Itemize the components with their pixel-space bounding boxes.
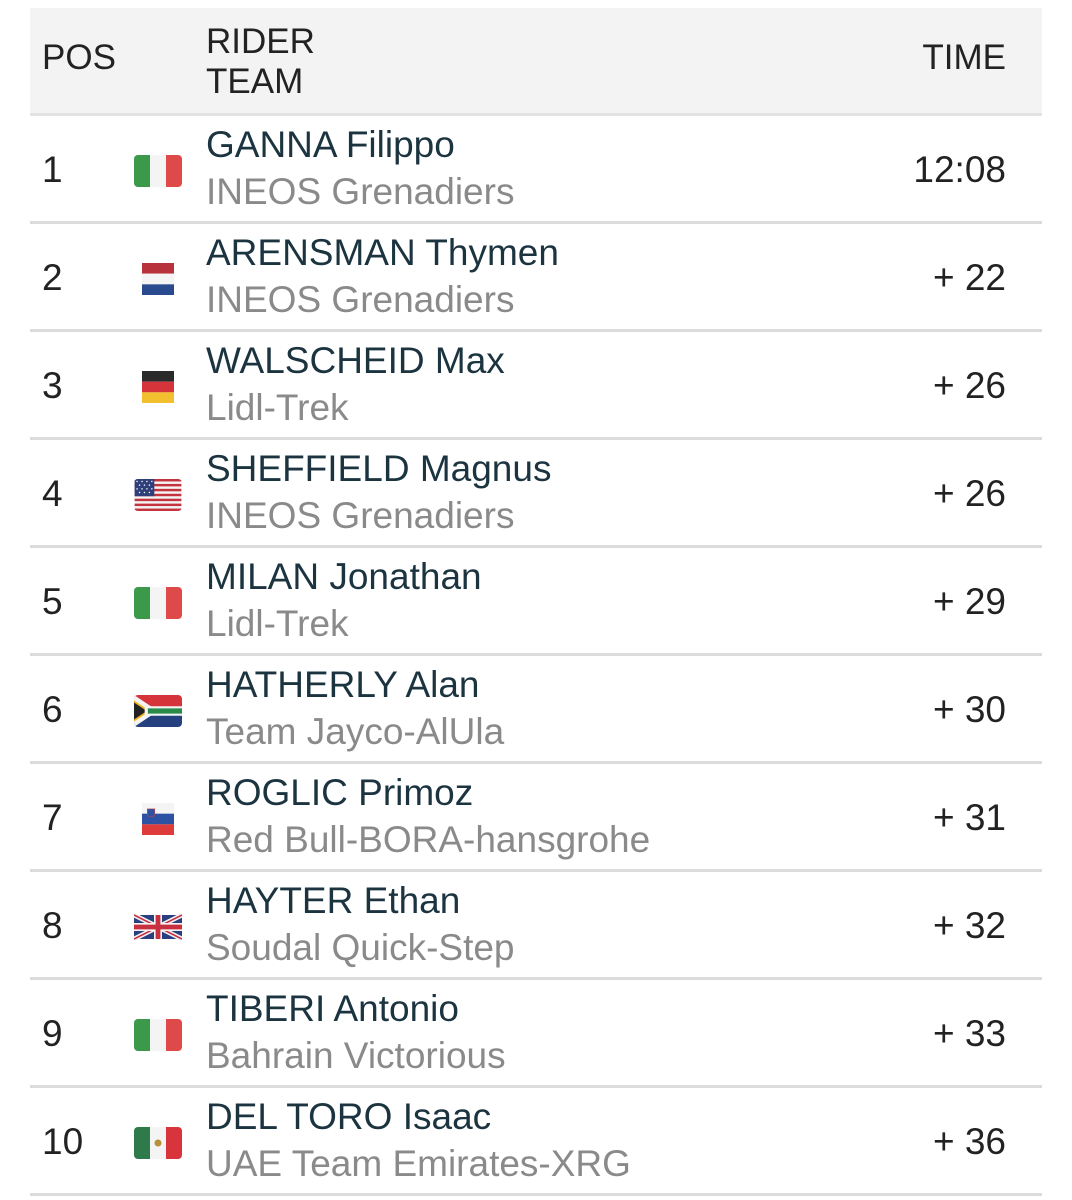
team-column-header: TEAM bbox=[206, 62, 304, 101]
rider-name[interactable]: ARENSMAN Thymen bbox=[206, 232, 559, 273]
mexico-flag-icon bbox=[134, 1127, 182, 1159]
table-row[interactable]: 3 WALSCHEID Max Lidl-Trek + 26 bbox=[30, 332, 1042, 440]
netherlands-flag-icon bbox=[134, 263, 182, 295]
rider-name[interactable]: HATHERLY Alan bbox=[206, 664, 480, 705]
position-cell: 7 bbox=[42, 797, 63, 838]
team-name[interactable]: Lidl-Trek bbox=[206, 603, 349, 644]
usa-flag-icon bbox=[134, 479, 182, 511]
time-cell: + 31 bbox=[932, 797, 1006, 838]
position-cell: 9 bbox=[42, 1013, 63, 1054]
position-cell: 2 bbox=[42, 257, 63, 298]
time-cell: + 22 bbox=[932, 257, 1006, 298]
south-africa-flag-icon bbox=[134, 695, 182, 727]
table-row[interactable]: 9 TIBERI Antonio Bahrain Victorious + 33 bbox=[30, 980, 1042, 1088]
position-cell: 4 bbox=[42, 473, 63, 514]
rider-name[interactable]: MILAN Jonathan bbox=[206, 556, 482, 597]
italy-flag-icon bbox=[134, 155, 182, 187]
time-cell: + 33 bbox=[932, 1013, 1006, 1054]
table-row[interactable]: 8 HAYTER Ethan Soudal Quick-Step + 32 bbox=[30, 872, 1042, 980]
time-column-header[interactable]: TIME bbox=[922, 38, 1006, 77]
position-cell: 5 bbox=[42, 581, 63, 622]
slovenia-flag-icon bbox=[134, 803, 182, 835]
team-name[interactable]: UAE Team Emirates-XRG bbox=[206, 1143, 631, 1184]
position-cell: 6 bbox=[42, 689, 63, 730]
rider-name[interactable]: TIBERI Antonio bbox=[206, 988, 459, 1029]
table-header: POS RIDER TEAM TIME bbox=[30, 8, 1042, 116]
time-cell: + 32 bbox=[932, 905, 1006, 946]
team-name[interactable]: Team Jayco-AlUla bbox=[206, 711, 505, 752]
team-name[interactable]: Lidl-Trek bbox=[206, 387, 349, 428]
uk-flag-icon bbox=[134, 911, 182, 943]
team-name[interactable]: Soudal Quick-Step bbox=[206, 927, 515, 968]
position-cell: 10 bbox=[42, 1121, 84, 1162]
team-name[interactable]: Bahrain Victorious bbox=[206, 1035, 506, 1076]
time-cell: + 30 bbox=[932, 689, 1006, 730]
table-row[interactable]: 4 SHEFFIELD Magnus INEOS Grenadiers + 26 bbox=[30, 440, 1042, 548]
rider-name[interactable]: SHEFFIELD Magnus bbox=[206, 448, 552, 489]
rider-name[interactable]: DEL TORO Isaac bbox=[206, 1096, 492, 1137]
team-name[interactable]: INEOS Grenadiers bbox=[206, 171, 515, 212]
time-cell: + 36 bbox=[932, 1121, 1006, 1162]
team-name[interactable]: Red Bull-BORA-hansgrohe bbox=[206, 819, 651, 860]
time-cell: + 29 bbox=[932, 581, 1006, 622]
table-row[interactable]: 6 HATHERLY Alan Team Jayco-AlUla + 30 bbox=[30, 656, 1042, 764]
rider-column-header: RIDER bbox=[206, 22, 315, 61]
rider-name[interactable]: WALSCHEID Max bbox=[206, 340, 505, 381]
results-table: POS RIDER TEAM TIME 1 GANNA Filippo INEOS … bbox=[30, 8, 1042, 1196]
table-row[interactable]: 1 GANNA Filippo INEOS Grenadiers 12:08 bbox=[30, 116, 1042, 224]
italy-flag-icon bbox=[134, 587, 182, 619]
time-cell: 12:08 bbox=[913, 149, 1006, 190]
rider-name[interactable]: ROGLIC Primoz bbox=[206, 772, 474, 813]
rider-team-column-header[interactable]: RIDER TEAM bbox=[206, 22, 315, 102]
table-row[interactable]: 7 ROGLIC Primoz Red Bull-BORA-hansgrohe + 3… bbox=[30, 764, 1042, 872]
team-name[interactable]: INEOS Grenadiers bbox=[206, 279, 515, 320]
rider-name[interactable]: HAYTER Ethan bbox=[206, 880, 461, 921]
italy-flag-icon bbox=[134, 1019, 182, 1051]
table-row[interactable]: 2 ARENSMAN Thymen INEOS Grenadiers + 22 bbox=[30, 224, 1042, 332]
time-cell: + 26 bbox=[932, 365, 1006, 406]
position-cell: 8 bbox=[42, 905, 63, 946]
time-cell: + 26 bbox=[932, 473, 1006, 514]
table-row[interactable]: 5 MILAN Jonathan Lidl-Trek + 29 bbox=[30, 548, 1042, 656]
germany-flag-icon bbox=[134, 371, 182, 403]
position-cell: 3 bbox=[42, 365, 63, 406]
team-name[interactable]: INEOS Grenadiers bbox=[206, 495, 515, 536]
pos-column-header[interactable]: POS bbox=[42, 38, 116, 77]
table-row[interactable]: 10 DEL TORO Isaac UAE Team Emirates-XRG + 3… bbox=[30, 1088, 1042, 1196]
rider-name[interactable]: GANNA Filippo bbox=[206, 124, 455, 165]
position-cell: 1 bbox=[42, 149, 63, 190]
